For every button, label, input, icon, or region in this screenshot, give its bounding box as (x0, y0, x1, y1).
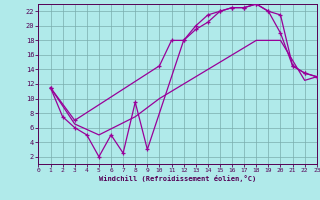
X-axis label: Windchill (Refroidissement éolien,°C): Windchill (Refroidissement éolien,°C) (99, 175, 256, 182)
